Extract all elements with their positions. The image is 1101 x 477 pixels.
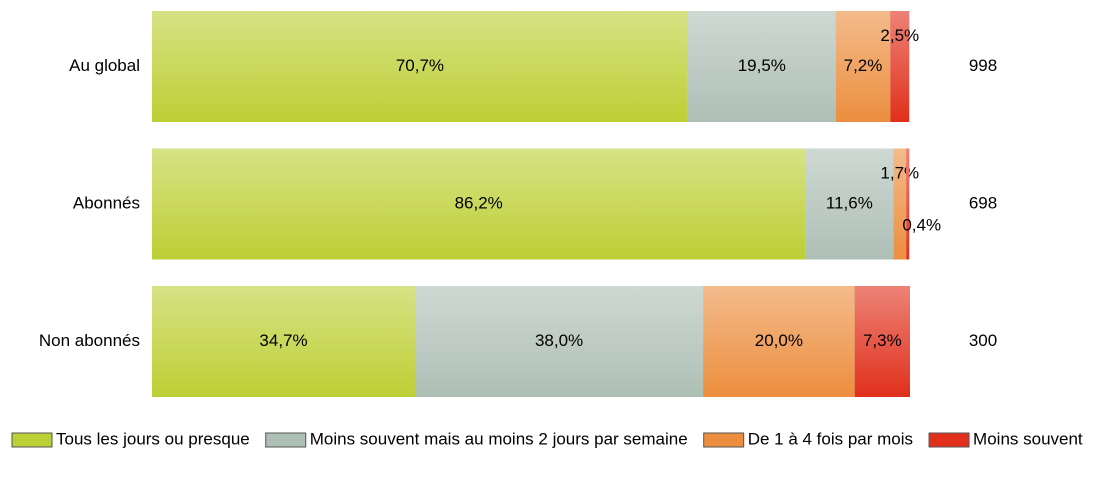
value-label: 38,0% xyxy=(535,331,583,350)
bar-shine xyxy=(415,286,704,397)
category-label: Non abonnés xyxy=(39,331,140,350)
value-label: 7,2% xyxy=(844,56,883,75)
category-label: Abonnés xyxy=(73,193,140,212)
value-label: 19,5% xyxy=(738,56,786,75)
count-label: 698 xyxy=(969,193,997,212)
legend-swatch xyxy=(703,432,745,448)
value-label: 0,4% xyxy=(902,215,941,234)
bar-shine xyxy=(687,11,836,122)
legend-swatch xyxy=(928,432,970,448)
legend-label: Moins souvent mais au moins 2 jours par … xyxy=(310,429,688,448)
value-label: 1,7% xyxy=(880,163,919,182)
value-label: 70,7% xyxy=(396,56,444,75)
value-label: 2,5% xyxy=(880,26,919,45)
bar-shine xyxy=(906,148,910,260)
value-label: 11,6% xyxy=(826,193,873,212)
count-label: 998 xyxy=(969,56,997,75)
bar-shine xyxy=(152,148,806,260)
legend-swatch xyxy=(11,432,53,448)
value-label: 86,2% xyxy=(455,193,503,212)
legend-label: Moins souvent xyxy=(973,429,1083,448)
legend-label: De 1 à 4 fois par mois xyxy=(748,429,913,448)
value-label: 7,3% xyxy=(863,331,902,350)
bar-shine xyxy=(152,11,688,122)
bar-shine xyxy=(890,11,910,122)
legend-label: Tous les jours ou presque xyxy=(56,429,250,448)
bar-shine xyxy=(152,286,416,397)
bar-shine xyxy=(893,148,907,260)
value-label: 34,7% xyxy=(259,331,307,350)
bar-shine xyxy=(835,11,891,122)
bar-shine xyxy=(805,148,894,260)
bar-shine xyxy=(854,286,910,397)
value-label: 20,0% xyxy=(755,331,803,350)
category-label: Au global xyxy=(69,56,140,75)
count-label: 300 xyxy=(969,331,997,350)
legend-swatch xyxy=(265,432,307,448)
bar-shine xyxy=(703,286,855,397)
